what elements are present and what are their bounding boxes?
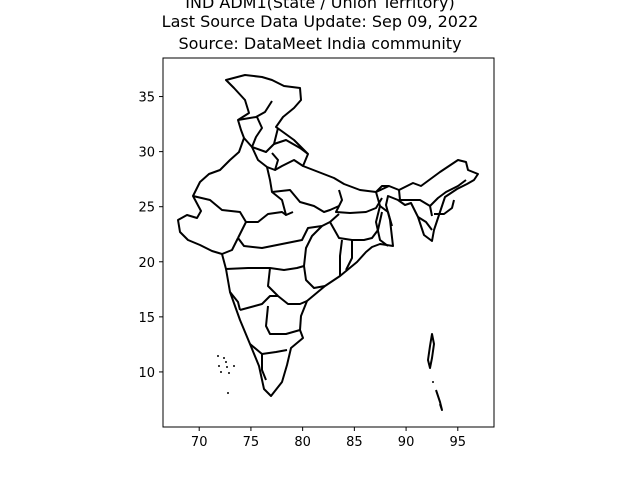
boundary-up-north	[274, 159, 304, 171]
boundary-up-mp	[271, 189, 340, 213]
x-tick-label: 80	[294, 435, 311, 450]
y-tick-label: 10	[138, 366, 155, 381]
lakshadweep-islands	[217, 355, 434, 394]
boundary-west-bengal	[375, 191, 389, 247]
x-tick-label: 90	[398, 435, 415, 450]
boundary-northeast-2	[429, 179, 467, 207]
x-tick-label: 75	[243, 435, 260, 450]
andaman-islands	[427, 333, 435, 369]
x-tick-label: 85	[346, 435, 363, 450]
boundary-telangana	[267, 267, 308, 305]
boundary-mp-south	[237, 213, 340, 249]
boundary-uttarakhand	[273, 139, 309, 155]
boundary-bihar	[335, 189, 383, 214]
x-axis: 70 75 80 85 90 95	[191, 427, 466, 450]
x-tick-label: 95	[450, 435, 467, 450]
y-tick-label: 35	[138, 91, 155, 106]
boundary-odisha	[339, 239, 353, 276]
y-tick-label: 20	[138, 256, 155, 271]
boundary-gujarat-maharashtra	[221, 237, 239, 255]
y-tick-label: 15	[138, 311, 155, 326]
boundary-northeast-3	[417, 216, 433, 231]
boundary-gujarat-rajasthan	[192, 195, 247, 239]
boundary-tamilnadu-kerala	[249, 343, 288, 355]
map-title-line-2: Last Source Data Update: Sep 09, 2022	[161, 12, 479, 31]
boundary-mp-rajasthan	[246, 211, 287, 223]
india-mainland-outline	[177, 74, 479, 397]
boundary-andhra	[265, 305, 301, 335]
boundary-kerala	[261, 354, 267, 381]
map-title-line-3: Source: DataMeet India community	[178, 34, 462, 53]
boundary-northeast-4	[434, 199, 455, 215]
boundary-jk-ladakh	[237, 100, 273, 121]
boundary-karnataka	[229, 291, 278, 311]
y-tick-label: 30	[138, 146, 155, 161]
boundary-maharashtra-telangana	[225, 265, 305, 271]
nicobar-islands	[435, 389, 443, 411]
boundary-rajasthan-up	[266, 166, 294, 216]
boundary-sikkim	[375, 185, 389, 193]
y-tick-label: 25	[138, 201, 155, 216]
y-axis: 10 15 20 25 30 35	[138, 91, 163, 381]
boundary-siliguri	[379, 205, 393, 227]
india-map	[177, 74, 479, 411]
map-axes-frame	[162, 57, 495, 428]
map-title-line-1: IND ADM1(State / Union Territory)	[185, 0, 455, 12]
boundary-northeast-1	[398, 189, 433, 217]
x-tick-label: 70	[191, 435, 208, 450]
